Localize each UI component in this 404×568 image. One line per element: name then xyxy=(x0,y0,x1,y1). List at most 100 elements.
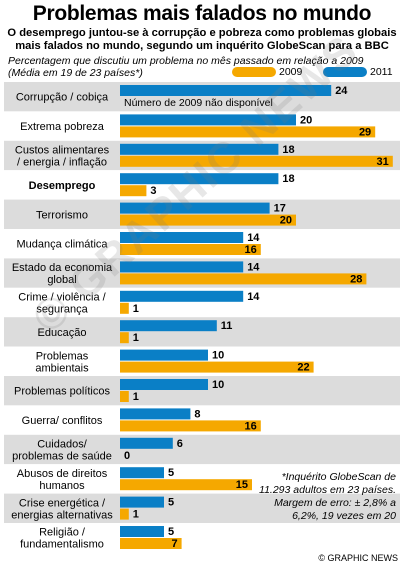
bar-2009 xyxy=(120,420,261,432)
value-label-2009: 16 xyxy=(245,244,257,256)
category-label: problemas de saúde xyxy=(12,451,112,463)
bar-2011 xyxy=(120,173,279,185)
value-label-2009: 31 xyxy=(377,156,389,168)
value-label-2009: 22 xyxy=(297,362,309,374)
category-label: Estado da economia xyxy=(12,262,113,274)
bar-2011 xyxy=(120,437,173,449)
value-label-2009: 1 xyxy=(133,391,139,403)
chart-title: Problemas mais falados no mundo xyxy=(32,2,372,25)
annotation-not-available: Número de 2009 não disponível xyxy=(124,97,273,109)
value-label-2011: 18 xyxy=(282,144,294,156)
category-label: ambientais xyxy=(35,362,89,374)
bar-2011 xyxy=(120,143,279,155)
value-label-2009: 7 xyxy=(171,538,177,550)
value-label-2011: 14 xyxy=(247,261,260,273)
category-label: Problemas políticos xyxy=(14,386,110,398)
bar-2011 xyxy=(120,290,244,302)
category-label: Crime / violência / xyxy=(18,292,106,304)
category-label: Custos alimentares xyxy=(15,145,110,157)
bar-2009 xyxy=(120,185,147,197)
legend-swatch-2009 xyxy=(232,67,276,77)
value-label-2011: 17 xyxy=(274,203,286,215)
value-label-2011: 11 xyxy=(221,320,233,332)
bar-2011 xyxy=(120,467,164,479)
value-label-2011: 6 xyxy=(177,438,183,450)
footnote: *Inquérito GlobeScan de 11.293 adultos e… xyxy=(259,471,396,522)
value-label-2009: 15 xyxy=(236,479,248,491)
value-label-2011: 14 xyxy=(247,291,260,303)
category-label: Corrupção / cobiça xyxy=(16,92,109,104)
value-label-2009: 16 xyxy=(245,420,257,432)
bar-2011 xyxy=(120,379,208,390)
value-label-2009: 1 xyxy=(133,509,139,521)
bar-2009 xyxy=(120,244,261,255)
value-label-2009: 20 xyxy=(280,215,292,227)
value-label-2009: 29 xyxy=(359,126,371,138)
category-label: Problemas xyxy=(36,350,89,362)
value-label-2011: 8 xyxy=(194,408,200,420)
bar-2011 xyxy=(120,349,208,361)
bar-2009 xyxy=(120,538,182,549)
value-label-2011: 5 xyxy=(168,526,174,538)
bar-2011 xyxy=(120,232,244,243)
category-label: energias alternativas xyxy=(11,509,113,521)
value-label-2009: 3 xyxy=(150,185,156,197)
value-label-2011: 18 xyxy=(282,173,294,185)
value-label-2009: 1 xyxy=(133,303,139,315)
category-label: Desemprego xyxy=(29,180,96,192)
category-label: Abusos de direitos xyxy=(17,468,108,480)
category-label: / energia / inflação xyxy=(17,157,107,169)
category-label: Mudança climática xyxy=(16,239,108,251)
row-band xyxy=(4,434,400,465)
value-label-2011: 5 xyxy=(168,497,174,509)
legend-2009: 2009 xyxy=(232,66,302,78)
legend-label-2009: 2009 xyxy=(279,66,303,78)
chart-subtitle: O desemprego juntou-se à corrupção e pob… xyxy=(7,27,397,52)
note-line-2: (Média em 19 de 23 países*) xyxy=(8,67,143,79)
legend-label-2011: 2011 xyxy=(370,66,393,78)
category-label: humanos xyxy=(39,480,85,492)
chart-note: Percentagem que discutiu um problema no … xyxy=(8,55,363,79)
category-label: Terrorismo xyxy=(36,209,88,221)
bar-2011 xyxy=(120,85,332,96)
value-label-2009: 0 xyxy=(124,450,130,462)
category-label: Cuidados/ xyxy=(37,439,87,451)
value-label-2011: 10 xyxy=(212,379,224,391)
bar-2009 xyxy=(120,273,367,285)
row-band xyxy=(4,523,400,553)
credit: © GRAPHIC NEWS xyxy=(318,553,398,563)
category-label: Extrema pobreza xyxy=(20,121,105,133)
category-label: global xyxy=(47,274,76,286)
value-label-2009: 1 xyxy=(133,332,139,344)
value-label-2009: 28 xyxy=(350,273,362,285)
category-label: Guerra/ conflitos xyxy=(22,415,103,427)
bar-2011 xyxy=(120,114,296,126)
bar-2009 xyxy=(120,302,129,314)
bar-2009 xyxy=(120,155,393,167)
value-label-2011: 20 xyxy=(300,114,312,126)
bar-2011 xyxy=(120,408,191,420)
bar-2009 xyxy=(120,391,129,402)
category-label: Educação xyxy=(38,327,87,339)
legend-swatch-2011 xyxy=(323,67,367,77)
bar-2011 xyxy=(120,496,164,508)
bar-2009 xyxy=(120,126,376,138)
bar-2011 xyxy=(120,202,270,214)
category-label: fundamentalismo xyxy=(20,539,104,551)
note-line-1: Percentagem que discutiu um problema no … xyxy=(8,55,364,67)
value-label-2011: 10 xyxy=(212,350,224,362)
value-label-2011: 14 xyxy=(247,232,260,244)
legend-2011: 2011 xyxy=(323,66,393,78)
value-label-2011: 24 xyxy=(335,85,348,97)
row-band xyxy=(4,493,400,523)
bar-2009 xyxy=(120,361,314,373)
bar-2009 xyxy=(120,214,296,226)
category-label: Crise energética / xyxy=(19,497,106,509)
bar-2011 xyxy=(120,261,244,273)
value-label-2011: 5 xyxy=(168,467,174,479)
bar-2011 xyxy=(120,526,164,537)
bar-2009 xyxy=(120,479,252,491)
bar-2009 xyxy=(120,508,129,520)
bar-2009 xyxy=(120,332,129,344)
